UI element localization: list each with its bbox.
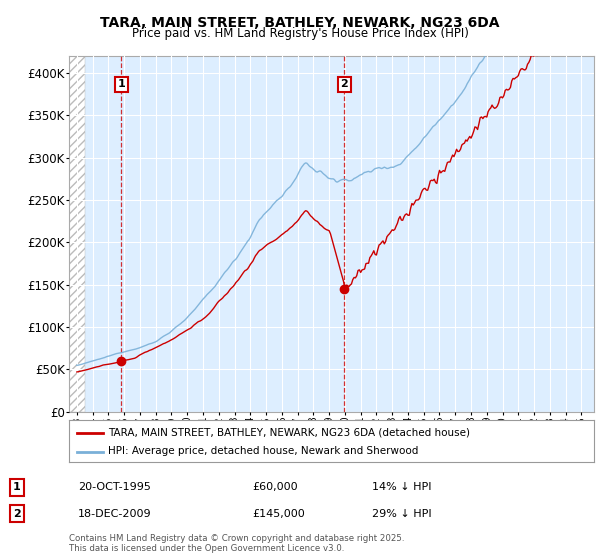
Text: 1: 1 (118, 80, 125, 90)
Text: 2: 2 (340, 80, 348, 90)
Text: 14% ↓ HPI: 14% ↓ HPI (372, 482, 431, 492)
Text: HPI: Average price, detached house, Newark and Sherwood: HPI: Average price, detached house, Newa… (109, 446, 419, 456)
Text: 20-OCT-1995: 20-OCT-1995 (78, 482, 151, 492)
Text: £60,000: £60,000 (252, 482, 298, 492)
Text: 1: 1 (13, 482, 20, 492)
Text: Contains HM Land Registry data © Crown copyright and database right 2025.
This d: Contains HM Land Registry data © Crown c… (69, 534, 404, 553)
Text: TARA, MAIN STREET, BATHLEY, NEWARK, NG23 6DA: TARA, MAIN STREET, BATHLEY, NEWARK, NG23… (100, 16, 500, 30)
Text: TARA, MAIN STREET, BATHLEY, NEWARK, NG23 6DA (detached house): TARA, MAIN STREET, BATHLEY, NEWARK, NG23… (109, 428, 470, 437)
Text: £145,000: £145,000 (252, 508, 305, 519)
Text: 2: 2 (13, 508, 20, 519)
Text: Price paid vs. HM Land Registry's House Price Index (HPI): Price paid vs. HM Land Registry's House … (131, 27, 469, 40)
Text: 29% ↓ HPI: 29% ↓ HPI (372, 508, 431, 519)
Text: 18-DEC-2009: 18-DEC-2009 (78, 508, 152, 519)
